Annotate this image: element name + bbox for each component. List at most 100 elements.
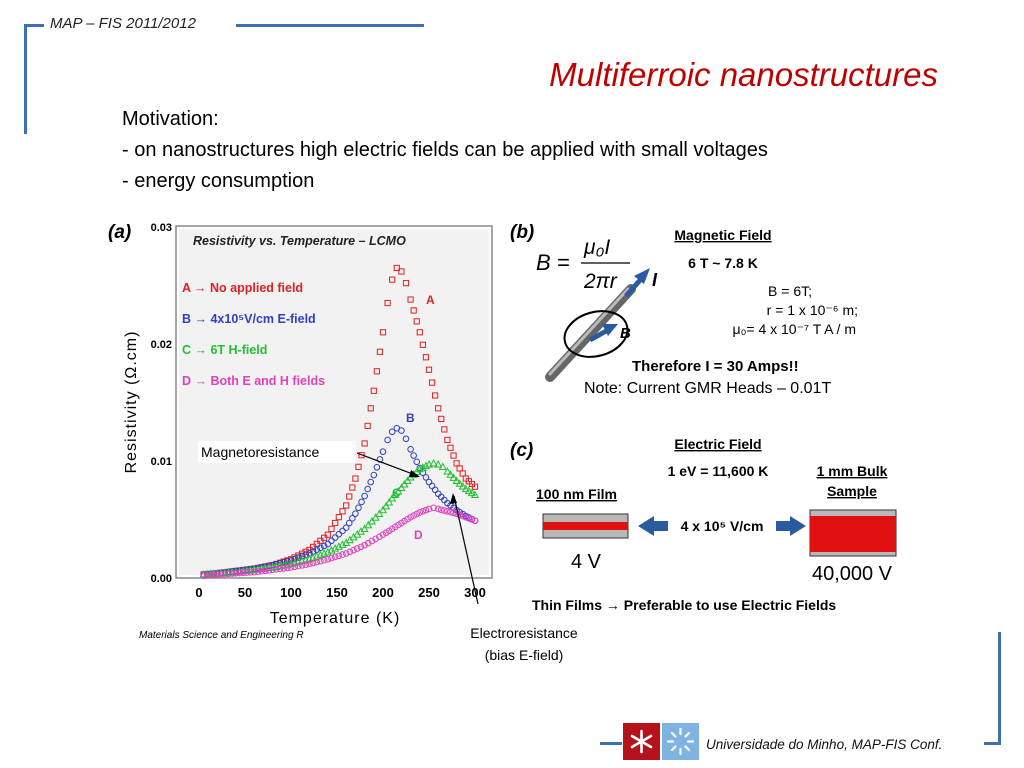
series-a-point <box>393 264 400 272</box>
series-a-point <box>419 341 426 348</box>
gmr-note: Note: Current GMR Heads – 0.01T <box>584 380 831 397</box>
chart-title: Resistivity vs. Temperature – LCMO <box>193 234 406 248</box>
series-b-point <box>413 458 421 466</box>
series-d-point <box>239 569 247 577</box>
series-b-point <box>324 540 332 548</box>
electroresistance-line: Electroresistance <box>470 625 578 641</box>
series-c-point <box>421 461 430 470</box>
series-d-point <box>413 510 421 518</box>
thin-film-layer <box>543 522 628 530</box>
conclusion: Thin Films → Preferable to use Electric … <box>532 597 836 613</box>
x-tick-label: 250 <box>418 585 440 600</box>
bulk-label: Sample <box>827 483 877 499</box>
series-c-point <box>364 520 373 529</box>
series-a-point <box>447 444 454 451</box>
series-d-point <box>372 535 379 543</box>
field-value: 4 x 10⁵ V/cm <box>681 518 764 534</box>
y-axis-label: Resistivity (Ω.cm) <box>123 331 140 474</box>
series-c-point <box>400 479 409 488</box>
series-c-point <box>470 490 480 499</box>
footer-institution: Universidade do Minho, MAP-FIS Conf. <box>706 737 943 752</box>
series-a-point <box>441 426 448 433</box>
y-tick-label: 0.02 <box>151 339 172 351</box>
series-a-point <box>324 531 331 538</box>
series-b-point <box>398 427 405 434</box>
series-c-point <box>375 509 384 517</box>
series-layer <box>199 264 480 579</box>
series-d-point <box>207 571 214 579</box>
series-a-point <box>298 550 306 557</box>
series-d-point <box>210 571 218 579</box>
series-a-point <box>402 280 410 287</box>
series-a-point <box>389 276 396 283</box>
series-d-point <box>243 569 251 576</box>
series-d-point <box>376 533 383 541</box>
y-tick-label: 0.01 <box>151 456 172 468</box>
series-d-point <box>291 563 298 571</box>
series-a-point <box>407 296 414 303</box>
series-d-point <box>416 509 424 516</box>
series-a-point <box>410 307 417 314</box>
series-c-point <box>449 473 458 481</box>
series-c-point <box>382 501 391 510</box>
series-a-point <box>435 405 442 412</box>
series-c-point <box>388 493 397 502</box>
panel-a-label: (a) <box>108 222 131 243</box>
series-b-point <box>422 474 430 481</box>
series-b-point <box>295 554 302 561</box>
series-d-point <box>459 512 467 520</box>
series-d-point <box>320 556 328 564</box>
electroresistance-line: (bias E-field) <box>484 647 564 663</box>
series-b-point <box>388 428 396 436</box>
series-d-point <box>430 504 437 512</box>
series-d-point <box>317 557 324 565</box>
therefore-statement: Therefore I = 30 Amps!! <box>632 358 799 375</box>
series-d-point <box>447 508 454 516</box>
series-a-point <box>361 440 368 447</box>
series-d-point <box>425 505 433 513</box>
series-c-point <box>397 483 406 492</box>
series-d-point <box>272 566 280 573</box>
series-c-point <box>424 460 434 468</box>
motivation-heading: Motivation: <box>122 108 219 130</box>
series-d-point <box>357 543 365 551</box>
series-label-b: B <box>406 411 415 425</box>
series-d-point <box>324 555 332 563</box>
formula-numerator: μ₀I <box>583 236 610 259</box>
series-b-point <box>370 471 378 479</box>
frame-line-right <box>998 632 1001 744</box>
series-c-point <box>438 462 447 470</box>
series-d-point <box>331 553 339 561</box>
series-c-point <box>394 486 403 495</box>
series-d-point <box>298 562 306 569</box>
series-b-point <box>355 504 362 512</box>
series-label-a: A <box>426 293 435 307</box>
series-b-point <box>320 542 328 550</box>
series-a-point <box>302 548 309 555</box>
series-c-point <box>452 476 461 484</box>
series-d-point <box>302 561 310 568</box>
x-axis-label: Temperature (K) <box>270 610 401 627</box>
star-icon <box>630 729 653 754</box>
series-d-point <box>280 565 287 572</box>
energy-conversion: 1 eV = 11,600 K <box>668 463 769 479</box>
magnetic-field-range: 6 T ~ 7.8 K <box>688 255 758 271</box>
series-label-d: D <box>414 528 423 542</box>
series-a-point <box>413 318 420 325</box>
series-d-point <box>225 570 232 578</box>
series-d-point <box>250 568 258 576</box>
series-d-point <box>276 565 284 573</box>
series-d-point <box>247 569 254 576</box>
formula-denominator: 2πr <box>583 270 618 293</box>
series-b-point <box>410 452 417 459</box>
series-b-point <box>291 555 298 563</box>
magnetic-field-heading: Magnetic Field <box>674 227 771 243</box>
x-tick-label: 0 <box>195 585 202 600</box>
frame-line-bottom <box>600 742 622 745</box>
frame-line-bottom-right <box>984 742 1001 745</box>
series-b-point <box>328 537 335 545</box>
series-a-point <box>428 379 436 386</box>
field-loop <box>563 310 629 358</box>
series-d-point <box>422 506 430 514</box>
field-arrowhead <box>602 324 618 336</box>
